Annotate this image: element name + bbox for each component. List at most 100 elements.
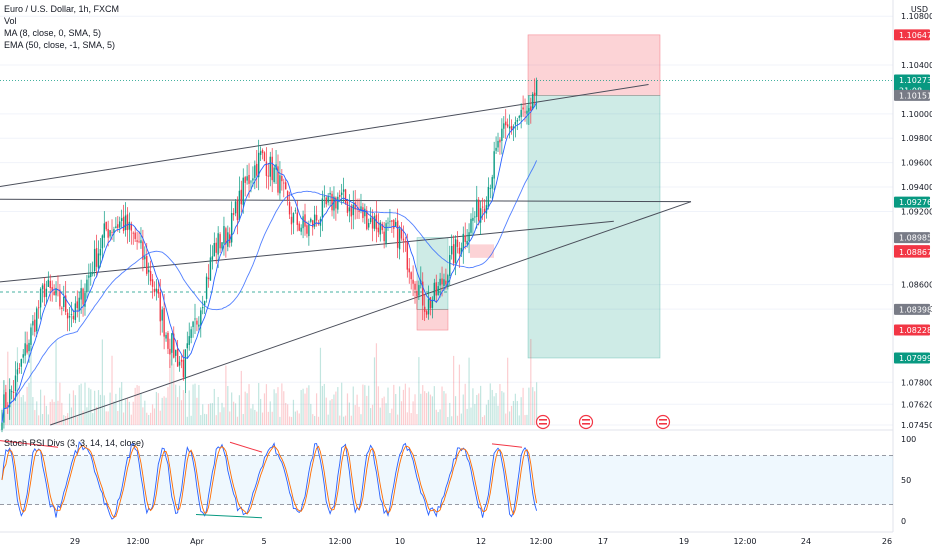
candle-body <box>68 316 71 318</box>
volume-bar <box>319 347 322 425</box>
candle-body <box>101 235 104 249</box>
volume-bar <box>265 384 268 425</box>
candle-body <box>117 224 119 228</box>
volume-bar <box>198 384 200 425</box>
candle-body <box>176 348 179 367</box>
volume-bar <box>117 411 119 425</box>
legend-ema[interactable]: EMA (50, close, -1, SMA, 5) <box>4 40 116 50</box>
volume-bar <box>497 405 499 425</box>
candle-body <box>373 216 376 229</box>
volume-bar <box>427 391 430 425</box>
candle-body <box>331 193 333 211</box>
candle-body <box>244 177 246 183</box>
legend-ma[interactable]: MA (8, close, 0, SMA, 5) <box>4 28 102 38</box>
candle-body <box>252 178 254 181</box>
volume-bar <box>59 382 61 425</box>
volume-bar <box>124 399 127 425</box>
candle-body <box>188 336 190 345</box>
time-axis[interactable]: 29 12:00 Apr 5 12:00 10 12 12:00 17 19 12:00 24 26 <box>70 537 892 546</box>
candle-body <box>524 111 526 113</box>
osc-tick: 100 <box>901 435 916 444</box>
volume-bar <box>55 340 57 425</box>
volume-bar <box>43 395 46 425</box>
candle-body <box>103 223 105 238</box>
candle-body <box>205 276 208 299</box>
price-tag-label: 1.08867 <box>899 248 932 257</box>
candle-body <box>458 247 461 254</box>
trendline <box>0 220 614 283</box>
candle-body <box>24 343 26 356</box>
volume-bar <box>373 357 376 425</box>
volume-bar <box>225 365 227 425</box>
volume-bar <box>61 402 63 425</box>
price-tick: 1.07800 <box>901 378 932 387</box>
candle-body <box>508 126 511 129</box>
legend-stoch[interactable]: Stoch RSI Divs (3, 3, 14, 14, close) <box>4 438 145 448</box>
candle-body <box>348 207 351 212</box>
volume-bar <box>466 408 468 425</box>
candle-body <box>109 230 111 237</box>
candle-body <box>522 107 524 110</box>
trendline <box>50 201 692 426</box>
candle-body <box>30 327 32 345</box>
candle-body <box>300 227 302 232</box>
candle-body <box>41 285 44 290</box>
volume-bar <box>261 412 264 425</box>
candle-body <box>99 249 102 256</box>
volume-bar <box>449 402 451 425</box>
volume-bar <box>460 413 462 425</box>
candle-body <box>10 390 13 392</box>
candle-body <box>36 308 38 332</box>
candle-body <box>86 279 88 293</box>
volume-bar <box>273 389 275 425</box>
candle-body <box>12 391 15 393</box>
candle-body <box>144 256 146 260</box>
candle-body <box>215 242 217 253</box>
volume-bar <box>290 416 293 425</box>
candle-body <box>119 221 121 228</box>
candle-body <box>84 293 86 307</box>
candle-body <box>250 181 252 183</box>
candle-body <box>435 282 437 296</box>
volume-bar <box>387 387 389 425</box>
position-zones[interactable] <box>0 34 893 359</box>
volume-bar <box>335 391 337 425</box>
volume-bar <box>397 414 399 425</box>
price-tick: 1.10000 <box>901 110 932 119</box>
candle-body <box>146 255 148 274</box>
candle-body <box>227 232 229 247</box>
volume-bar <box>283 391 285 425</box>
volume-bar <box>483 415 486 425</box>
us-flag-icon <box>539 419 547 421</box>
candle-body <box>466 240 468 245</box>
candle-body <box>1 422 3 430</box>
volume-bar <box>178 385 181 425</box>
volume-bar <box>99 394 102 425</box>
candle-body <box>229 234 231 244</box>
volume-bar <box>315 393 318 425</box>
legend-title[interactable]: Euro / U.S. Dollar, 1h, FXCM <box>4 4 120 14</box>
legend-vol[interactable]: Vol <box>4 16 17 26</box>
candle-body <box>273 167 275 183</box>
candle-body <box>155 288 158 292</box>
candle-body <box>37 307 40 309</box>
volume-bar <box>522 387 524 425</box>
price-tag-label: 1.08398 <box>899 305 932 314</box>
volume-bar <box>194 383 196 425</box>
event-markers[interactable] <box>535 414 671 430</box>
price-tick: 1.09800 <box>901 134 932 143</box>
volume-bar <box>464 383 466 425</box>
volume-bar <box>323 383 325 425</box>
volume-bar <box>456 415 459 425</box>
volume-bar <box>370 408 372 425</box>
us-flag-icon <box>582 419 590 421</box>
volume-bar <box>223 407 225 425</box>
candle-body <box>445 280 447 285</box>
time-tick: 19 <box>679 537 689 546</box>
volume-bar <box>205 414 208 425</box>
volume-bar <box>107 411 109 425</box>
candle-body <box>532 93 534 109</box>
candle-body <box>138 241 140 243</box>
